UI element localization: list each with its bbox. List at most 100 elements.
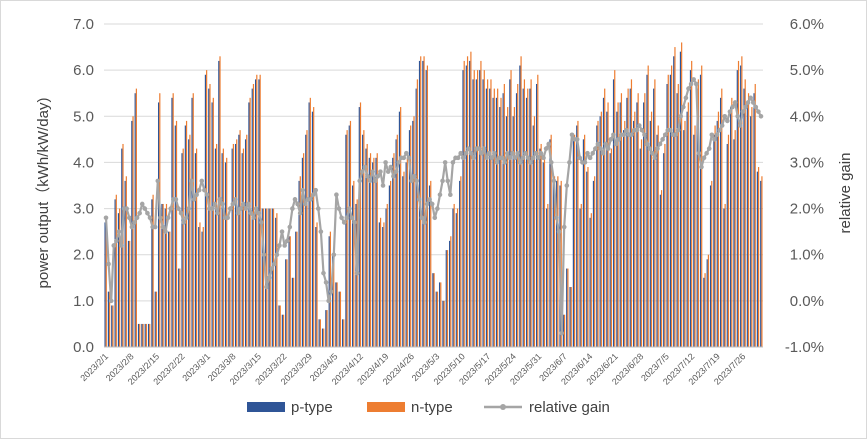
bar-n-type <box>316 222 318 347</box>
bar-n-type <box>507 107 509 347</box>
bar-n-type <box>744 79 746 347</box>
bar-n-type <box>125 176 127 347</box>
bar-p-type <box>469 60 471 348</box>
relative-gain-point <box>551 178 557 184</box>
y-right-tick-label: 0.0% <box>790 293 824 310</box>
bar-p-type <box>318 319 320 347</box>
bar-n-type <box>727 134 730 347</box>
relative-gain-point <box>593 146 598 151</box>
legend-swatch-n-type <box>367 402 405 412</box>
bar-n-type <box>517 83 519 347</box>
relative-gain-point <box>155 178 161 184</box>
bar-p-type <box>535 83 538 347</box>
relative-gain-point <box>536 155 541 161</box>
relative-gain-point <box>168 206 174 211</box>
relative-gain-point <box>548 160 554 165</box>
bar-p-type <box>168 231 170 347</box>
relative-gain-point <box>354 270 360 276</box>
bar-n-type <box>650 111 653 348</box>
bar-n-type <box>630 79 633 347</box>
relative-gain-point <box>414 178 419 184</box>
bar-p-type <box>549 139 551 347</box>
relative-gain-point <box>378 169 383 174</box>
bar-n-type <box>105 217 107 347</box>
bar-p-type <box>709 185 712 347</box>
bar-p-type <box>412 120 414 348</box>
bar-p-type <box>609 153 611 347</box>
bar-n-type <box>510 70 512 348</box>
relative-gain-point <box>323 280 329 285</box>
bar-p-type <box>746 102 748 347</box>
bar-p-type <box>305 134 307 347</box>
bar-n-type <box>614 70 616 348</box>
relative-gain-point <box>655 146 660 151</box>
bar-n-type <box>637 93 639 347</box>
bar-p-type <box>221 153 223 347</box>
bar-p-type <box>111 305 113 347</box>
bar-p-type <box>271 208 273 347</box>
bar-n-type <box>396 134 398 347</box>
bar-p-type <box>579 208 581 347</box>
relative-gain-point <box>142 206 148 211</box>
bar-p-type <box>716 120 718 348</box>
bar-p-type <box>375 157 377 347</box>
relative-gain-point <box>103 215 109 221</box>
relative-gain-point <box>287 224 293 230</box>
relative-gain-point <box>445 178 451 184</box>
legend-label-relative-gain: relative gain <box>529 399 610 416</box>
bar-n-type <box>754 83 756 347</box>
bar-n-type <box>423 56 425 348</box>
bar-n-type <box>416 79 418 347</box>
bar-n-type <box>179 268 181 347</box>
relative-gain-point <box>714 132 720 138</box>
relative-gain-point <box>613 141 619 147</box>
bar-p-type <box>606 111 608 348</box>
bar-p-type <box>455 213 457 347</box>
relative-gain-point <box>264 284 269 290</box>
bar-n-type <box>573 134 576 347</box>
relative-gain-point <box>199 178 205 184</box>
bar-n-type <box>640 139 643 347</box>
bar-p-type <box>539 148 541 347</box>
relative-gain-point <box>282 243 287 248</box>
relative-gain-point <box>512 155 518 161</box>
bar-p-type <box>646 74 648 347</box>
relative-gain-point <box>385 169 391 174</box>
relative-gain-point <box>419 215 425 221</box>
bar-n-type <box>199 222 201 347</box>
bar-p-type <box>686 111 688 348</box>
bar-n-type <box>697 79 699 347</box>
bar-p-type <box>459 180 461 347</box>
bar-p-type <box>188 139 190 347</box>
relative-gain-point <box>520 155 526 161</box>
relative-gain-point <box>577 155 583 161</box>
relative-gain-point <box>471 155 476 161</box>
bar-n-type <box>319 319 321 347</box>
bar-p-type <box>428 185 431 347</box>
bar-p-type <box>161 203 163 347</box>
bar-n-type <box>403 171 405 347</box>
relative-gain-point <box>701 155 707 161</box>
bar-p-type <box>278 305 280 347</box>
relative-gain-point <box>383 160 388 165</box>
relative-gain-point <box>424 201 430 207</box>
bar-p-type <box>552 180 554 347</box>
bar-n-type <box>577 120 579 348</box>
relative-gain-point <box>440 178 445 184</box>
bar-p-type <box>281 314 283 347</box>
bar-n-type <box>761 176 763 347</box>
bar-p-type <box>301 157 304 347</box>
bar-n-type <box>500 97 502 347</box>
bar-p-type <box>750 116 752 348</box>
bar-p-type <box>699 74 702 347</box>
bar-p-type <box>315 227 317 347</box>
relative-gain-point <box>147 215 153 221</box>
bar-p-type <box>525 97 528 347</box>
bar-p-type <box>392 157 394 347</box>
relative-gain-point <box>227 206 233 211</box>
bar-n-type <box>711 180 713 347</box>
relative-gain-point <box>458 150 463 156</box>
relative-gain-point <box>709 132 715 138</box>
bar-n-type <box>721 88 723 347</box>
bar-n-type <box>119 208 121 347</box>
